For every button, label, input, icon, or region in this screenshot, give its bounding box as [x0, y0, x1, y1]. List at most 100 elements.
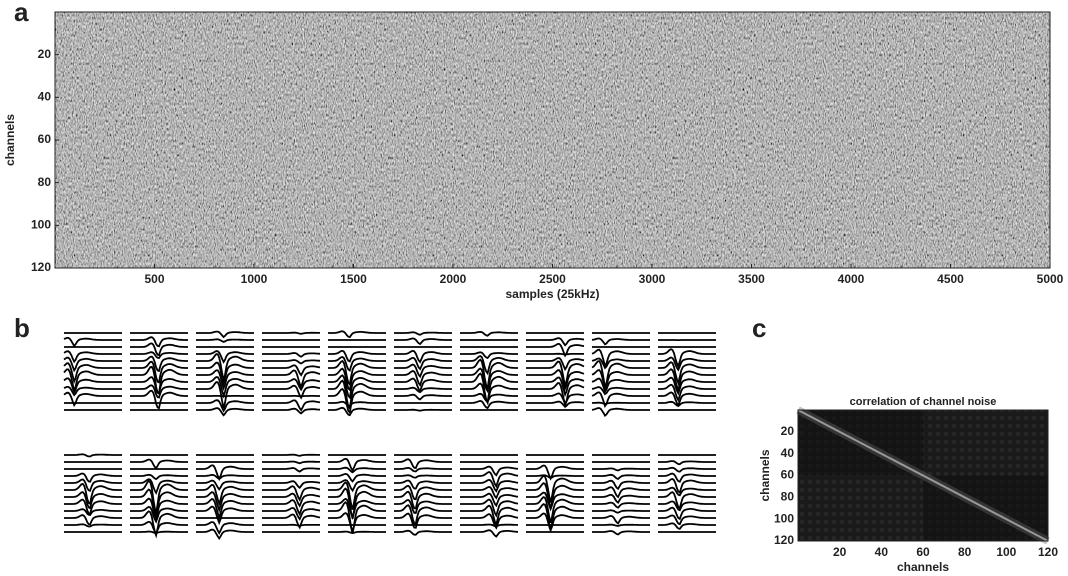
waveform-trace	[130, 488, 188, 517]
waveform-trace	[394, 408, 452, 412]
waveform-trace	[262, 467, 321, 473]
waveform-trace	[591, 407, 650, 417]
waveform-trace	[394, 484, 452, 501]
y-axis-label: channels	[758, 449, 772, 501]
waveform-trace	[526, 496, 584, 524]
waveform-trace	[328, 359, 386, 387]
waveform-trace	[262, 364, 321, 377]
waveform-trace	[196, 505, 254, 526]
waveform-trace	[130, 510, 188, 539]
waveform-trace	[64, 478, 122, 492]
waveform-trace	[262, 352, 321, 358]
chart-title: correlation of channel noise	[850, 396, 997, 408]
x-tick-label: 60	[916, 545, 930, 559]
y-tick-label: 100	[31, 218, 51, 232]
x-tick-label: 5000	[1037, 272, 1064, 286]
waveform-trace	[130, 360, 188, 384]
waveform-trace	[196, 338, 254, 343]
x-tick-label: 1500	[340, 272, 367, 286]
waveform-trace	[130, 342, 188, 357]
y-tick-label: 100	[774, 511, 794, 525]
waveform-trace	[64, 498, 122, 516]
waveform-trace	[658, 348, 716, 369]
x-tick-label: 40	[875, 545, 889, 559]
y-tick-label: 80	[781, 490, 795, 504]
y-tick-label: 40	[781, 446, 795, 460]
waveform-trace	[262, 499, 321, 517]
waveform-trace	[130, 530, 188, 535]
waveform-trace	[63, 350, 122, 364]
waveform-trace	[196, 369, 254, 391]
waveform-trace	[394, 331, 452, 336]
waveform-trace	[460, 465, 519, 477]
waveform-trace	[592, 514, 650, 525]
waveform-trace	[658, 506, 716, 521]
waveform-trace	[262, 359, 321, 365]
waveform-trace	[394, 466, 452, 473]
waveform-trace	[591, 401, 650, 405]
y-tick-label: 60	[38, 132, 52, 146]
waveform-trace	[262, 485, 321, 502]
waveform-trace	[592, 473, 650, 481]
waveform-trace	[592, 479, 650, 491]
waveform-trace	[591, 357, 650, 370]
x-tick-label: 2500	[539, 272, 566, 286]
waveform-trace	[592, 509, 650, 514]
waveform-trace	[394, 504, 452, 525]
waveform-trace	[526, 360, 585, 386]
waveform-trace	[130, 520, 188, 536]
waveform-trace	[63, 337, 122, 348]
y-tick-label: 20	[781, 424, 795, 438]
waveform-trace	[526, 474, 584, 503]
waveform-trace	[592, 530, 650, 536]
y-tick-label: 120	[774, 533, 794, 547]
x-axis-label: samples (25kHz)	[505, 287, 599, 301]
waveform-trace	[63, 377, 122, 395]
x-axis-label: channels	[897, 560, 949, 574]
waveform-trace	[394, 474, 452, 479]
waveform-trace	[328, 512, 386, 534]
waveform-trace	[526, 482, 584, 509]
waveform-trace	[658, 466, 716, 473]
waveform-trace	[658, 460, 716, 466]
waveform-trace	[591, 391, 650, 408]
waveform-trace	[328, 501, 386, 534]
waveform-trace	[64, 491, 122, 510]
x-tick-label: 3000	[639, 272, 666, 286]
waveform-trace	[196, 330, 254, 339]
waveform-trace	[130, 376, 188, 395]
waveform-trace	[526, 352, 584, 356]
waveform-trace	[328, 400, 386, 407]
waveform-trace	[460, 498, 519, 518]
waveform-trace	[658, 486, 716, 497]
waveform-trace	[460, 529, 519, 538]
waveform-trace	[64, 482, 122, 505]
waveform-trace	[196, 521, 254, 535]
waveform-trace	[196, 361, 254, 387]
waveform-trace	[328, 497, 386, 521]
waveform-trace	[328, 481, 386, 510]
waveform-trace	[130, 458, 188, 470]
waveform-trace	[64, 514, 122, 526]
waveform-trace	[658, 514, 716, 526]
waveform-trace	[658, 356, 716, 372]
waveform-trace	[64, 472, 122, 483]
waveform-trace	[394, 356, 452, 371]
waveform-trace	[196, 483, 254, 507]
waveform-trace	[196, 473, 254, 480]
waveform-trace	[328, 466, 386, 474]
panel-letter: b	[14, 313, 30, 343]
heatmap-diagonal	[797, 409, 1049, 542]
waveform-trace	[460, 358, 518, 392]
waveform-trace	[64, 453, 122, 458]
waveform-trace	[591, 348, 650, 369]
waveform-trace	[262, 492, 321, 508]
x-tick-label: 4500	[937, 272, 964, 286]
waveform-trace	[328, 330, 386, 339]
waveform-grid	[63, 330, 716, 540]
waveform-trace	[526, 464, 584, 481]
waveform-trace	[262, 480, 321, 489]
waveform-trace	[328, 457, 386, 473]
waveform-trace	[394, 529, 452, 536]
